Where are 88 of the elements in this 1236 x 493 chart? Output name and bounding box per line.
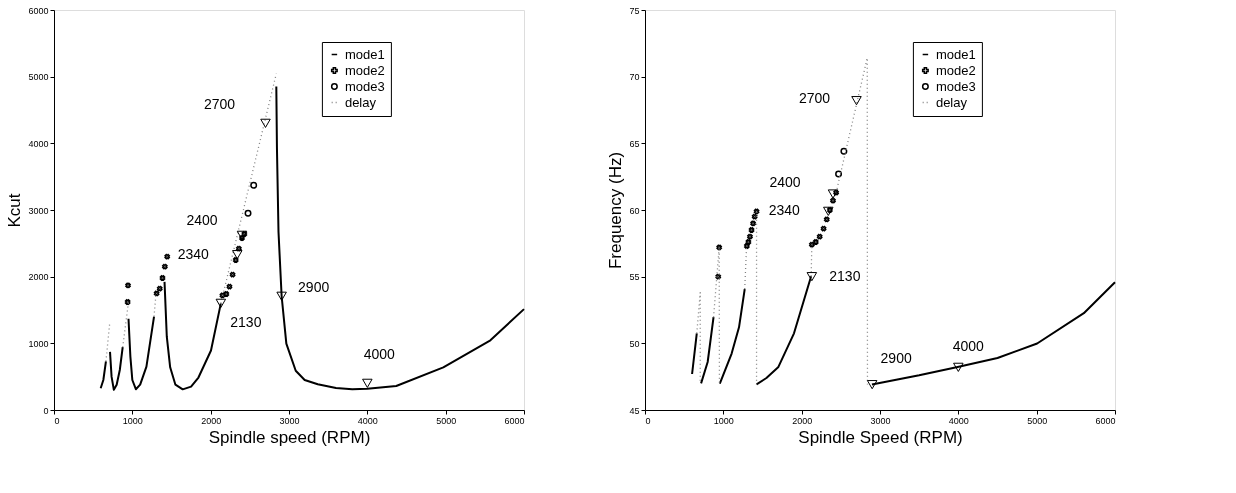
annotation: 2900 <box>298 279 330 296</box>
point <box>124 299 131 305</box>
point <box>153 290 160 297</box>
y-axis-title: Frequency (Hz) <box>606 151 626 270</box>
annotation: 2700 <box>798 89 831 106</box>
legend-label: mode3 <box>344 78 385 94</box>
y-tick-label: 2000 <box>28 272 49 283</box>
point <box>823 216 830 223</box>
annotation: 2900 <box>880 349 912 366</box>
x-tick-label: 5000 <box>1027 415 1048 426</box>
point <box>812 239 819 245</box>
y-tick-label: 75 <box>629 5 640 16</box>
point <box>125 282 131 289</box>
annotation: 4000 <box>363 346 396 363</box>
x-axis-title: Spindle Speed (RPM) <box>798 427 963 447</box>
point <box>827 189 839 199</box>
annotation: 2130 <box>829 267 861 284</box>
legend-label: mode1 <box>935 46 976 62</box>
y-tick-label: 6000 <box>28 5 49 16</box>
x-tick-label: 4000 <box>357 415 378 426</box>
point <box>820 225 827 232</box>
x-tick-label: 2000 <box>792 415 813 426</box>
legend-label: mode1 <box>344 46 385 62</box>
point <box>809 241 815 248</box>
legend-label: mode2 <box>344 62 385 78</box>
point <box>751 213 758 220</box>
point <box>747 233 753 240</box>
y-tick-label: 0 <box>43 405 49 416</box>
point <box>866 380 878 390</box>
legend-label: delay <box>935 94 968 110</box>
point <box>164 253 171 260</box>
legend-label: delay <box>344 94 377 110</box>
x-tick-label: 3000 <box>870 415 891 426</box>
point <box>236 230 248 240</box>
point <box>159 275 166 281</box>
point <box>156 285 163 292</box>
annotation: 2400 <box>186 212 218 229</box>
y-tick-label: 50 <box>629 338 640 349</box>
x-axis-title: Spindle speed (RPM) <box>208 427 371 447</box>
legend-label: mode3 <box>935 78 976 94</box>
legend-label: mode2 <box>935 62 976 78</box>
x-tick-label: 1000 <box>122 415 143 426</box>
annotation: 4000 <box>952 338 985 355</box>
y-tick-label: 60 <box>629 205 640 216</box>
annotation: 2340 <box>768 202 801 219</box>
point <box>851 96 862 106</box>
point <box>743 243 750 249</box>
y-tick-label: 65 <box>629 138 640 149</box>
point <box>226 283 233 290</box>
x-tick-label: 0 <box>645 415 651 426</box>
y-axis-title: Kcut <box>5 193 25 228</box>
x-tick-label: 3000 <box>279 415 300 426</box>
point <box>840 147 848 155</box>
point <box>229 271 236 278</box>
point <box>748 227 755 233</box>
x-tick-label: 6000 <box>1095 415 1116 426</box>
y-tick-label: 4000 <box>28 138 49 149</box>
x-tick-label: 5000 <box>436 415 457 426</box>
point <box>223 291 230 297</box>
annotation: 2400 <box>769 174 801 190</box>
x-tick-label: 6000 <box>504 415 525 426</box>
y-tick-label: 55 <box>629 272 640 283</box>
y-tick-label: 45 <box>629 405 640 416</box>
point <box>716 244 723 251</box>
point <box>745 239 752 245</box>
point <box>953 362 964 372</box>
x-tick-label: 4000 <box>948 415 969 426</box>
x-tick-label: 2000 <box>201 415 222 426</box>
x-tick-label: 0 <box>54 415 60 426</box>
point <box>362 378 373 388</box>
point <box>161 263 168 270</box>
point <box>260 118 271 128</box>
y-tick-label: 70 <box>629 72 640 83</box>
x-tick-label: 1000 <box>713 415 734 426</box>
point <box>215 298 227 308</box>
annotation: 2130 <box>230 314 262 331</box>
point <box>816 233 823 240</box>
annotation: 2700 <box>203 96 236 113</box>
point <box>244 209 252 217</box>
y-tick-label: 3000 <box>28 205 49 216</box>
y-tick-label: 5000 <box>28 72 49 83</box>
point <box>753 208 760 215</box>
y-tick-label: 1000 <box>28 338 49 349</box>
point <box>806 272 818 282</box>
point <box>250 181 258 189</box>
point <box>276 291 287 301</box>
annotation: 2340 <box>177 245 210 262</box>
point <box>750 220 756 227</box>
